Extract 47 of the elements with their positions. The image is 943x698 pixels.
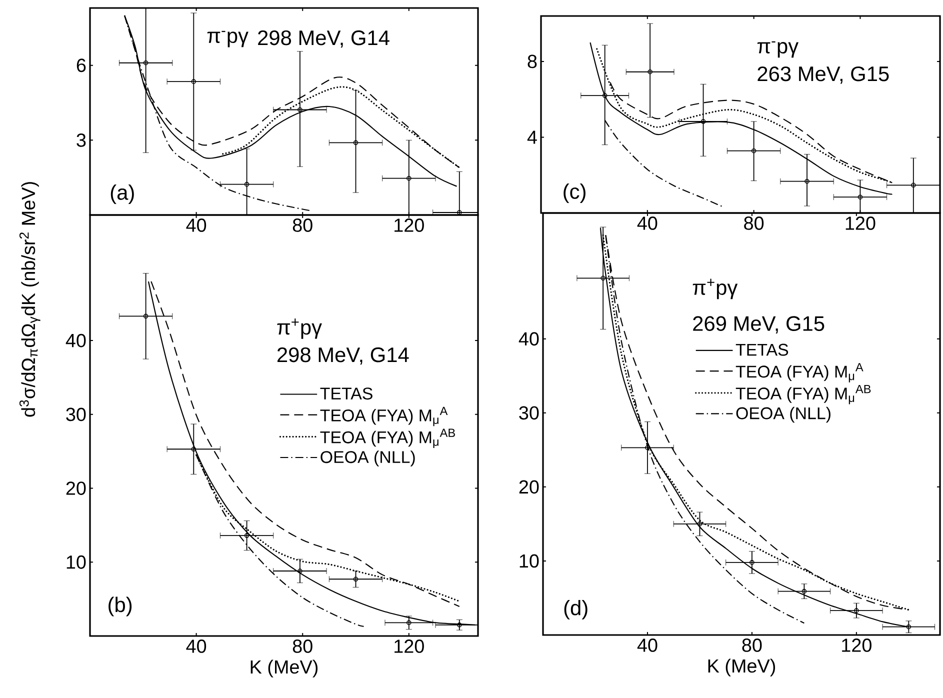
y-tick-label: 30 [519, 406, 539, 420]
legend-label: TEOA (FYA) M$_{μ}$A [736, 363, 864, 382]
annotation: 269 MeV, G15 [693, 316, 824, 334]
x-tick-label: 120 [842, 638, 872, 652]
annotation: 298 MeV, G14 [258, 30, 390, 48]
y-tick-label: 20 [519, 480, 539, 494]
legend-label: TETAS [736, 344, 788, 356]
y-tick-label: 3 [76, 133, 86, 147]
x-tick-label: 80 [742, 638, 762, 652]
x-tick-label: 80 [292, 218, 312, 232]
y-tick-label: 10 [520, 554, 539, 568]
annotation: π$^{+}$pγ [692, 278, 738, 300]
annotation: (a) [110, 184, 134, 204]
x-tick-label: 120 [846, 216, 876, 230]
x-tick-label: 40 [186, 640, 206, 653]
legend-label: TETAS [320, 388, 372, 400]
annotation: (b) [108, 596, 132, 616]
x-tick-label: 40 [637, 216, 658, 230]
annotation: π$^{+}$pγ [277, 318, 322, 339]
annotation: (d) [564, 600, 588, 620]
annotation: (c) [564, 184, 586, 204]
y-tick-label: 10 [66, 555, 86, 569]
legend-label: TEOA (FYA) M$_{μ}$AB [320, 428, 455, 448]
x-tick-label: 40 [186, 218, 206, 232]
annotation: π$^{-}$pγ [207, 30, 248, 48]
y-tick-label: 4 [527, 130, 537, 144]
y-tick-label: 8 [528, 54, 537, 68]
legend-label: OEOA (NLL) [736, 406, 830, 423]
y-tick-label: 30 [66, 408, 86, 422]
x-tick-label: 80 [744, 216, 764, 230]
x-tick-label: 120 [394, 640, 424, 653]
legend-label: OEOA (NLL) [320, 450, 415, 466]
x-tick-label: 80 [292, 640, 312, 653]
y-tick-label: 40 [66, 334, 86, 348]
text: d$^{3}$σ/dΩ$_{π}$dΩ$_{γ}$dK (nb/sr$^{2}$ MeV) [19, 182, 40, 417]
y-tick-label: 20 [66, 482, 86, 495]
x-tick-label: 40 [637, 638, 658, 652]
annotation: 298 MeV, G14 [277, 347, 409, 365]
x-tick-label: 120 [394, 218, 424, 232]
legend-label: TEOA (FYA) M$_{μ}$A [320, 406, 448, 426]
y-tick-label: 6 [76, 58, 86, 72]
x-axis-title: K (MeV) [708, 658, 776, 676]
y-tick-label: 40 [518, 332, 539, 346]
legend-label: TEOA (FYA) M$_{μ}$AB [736, 384, 871, 404]
annotation: π$^{-}$pγ [757, 41, 798, 58]
annotation: 263 MeV, G15 [758, 66, 889, 84]
x-axis-title: K (MeV) [250, 660, 318, 678]
